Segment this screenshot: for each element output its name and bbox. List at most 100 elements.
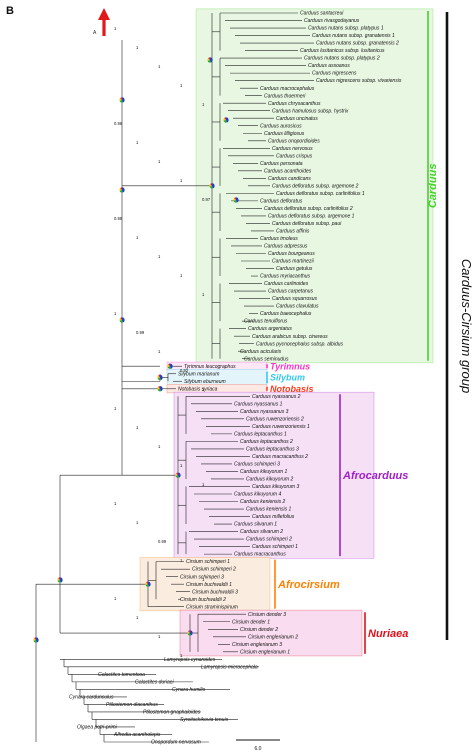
state-pie (119, 187, 125, 193)
support-value: 1 (158, 159, 161, 164)
pie-slice (167, 366, 171, 369)
panel-label: B (6, 5, 14, 17)
support-value: 1 (202, 292, 205, 297)
clade-label-afrocarduus: Afrocarduus (342, 470, 408, 482)
tip-label: Cirsium dender 3 (248, 612, 286, 618)
pie-slice (148, 581, 151, 587)
pie-slice (119, 98, 122, 101)
state-pie (33, 637, 39, 643)
support-values: 1 1 1 1 1 0.98 1 1 1 0.97 0.98 1 1 1 1 1 0.99 1 0.92 1 1 1 1 1 1… (114, 26, 211, 658)
tip-label: Carduus carpetanus (268, 289, 314, 295)
support-value: 0.98 (114, 216, 123, 221)
tip-label: Cirsium schimperi 1 (186, 559, 230, 565)
support-value: 1 (114, 501, 117, 506)
pie-slice (34, 637, 36, 640)
tip-label: Carduus silvarum 1 (234, 522, 277, 528)
pie-slice (158, 386, 160, 389)
tip-label: Carduus martinezii (272, 259, 315, 265)
clade-label-afrocirsium: Afrocirsium (277, 579, 340, 591)
tip-label: Carduus tmoleus (260, 236, 298, 242)
pie-slice (223, 118, 226, 121)
ancestral-state-pies (33, 57, 239, 643)
tip-label: Carduus defloratus subsp. carlinifolius … (264, 206, 353, 212)
pie-slice (120, 97, 122, 100)
tip-label: Cirsium dender 2 (240, 627, 278, 633)
clade-label-carduus: Carduus (427, 164, 439, 209)
pie-slice (145, 582, 148, 585)
clade-label-notobasis: Notobasis (270, 384, 314, 394)
tip-label: Carduus nyassanus 3 (240, 409, 289, 415)
tip-label: Carduus affinis (276, 229, 310, 235)
pie-slice (33, 640, 37, 643)
tip-label: Carduus nigrescens subsp. vivariensis (316, 78, 402, 84)
state-pie (145, 581, 151, 587)
pie-slice (210, 183, 212, 186)
pie-slice (226, 117, 229, 123)
pie-slice (157, 375, 160, 379)
tip-label: Carduus kikuyorum 2 (246, 477, 293, 483)
pie-slice (208, 57, 210, 60)
support-value: 1 (158, 444, 161, 449)
tip-label: Olgaea petri-primi (77, 725, 118, 731)
pie-slice (122, 97, 125, 103)
tip-label: Carduus defloratus subsp. paui (272, 221, 342, 227)
support-value: 1 (202, 482, 205, 487)
support-value: 1 (136, 45, 139, 50)
tip-label: Carduus uncinatus (276, 116, 318, 122)
tip-label: Carduus lilligiosus (264, 131, 305, 137)
tip-label: Silybum marianum (178, 371, 219, 377)
pie-slice (145, 584, 149, 587)
tip-label: Carduus nigrescens (312, 71, 357, 77)
tip-label: Lamyropsis microcephala (201, 664, 258, 670)
pie-slice (178, 472, 181, 478)
tip-label: Carduus leptacanthus 2 (240, 439, 293, 445)
tip-label: Onopordum nervosum (151, 740, 201, 746)
clade-box-nuriaea (179, 609, 363, 657)
state-pie (167, 363, 173, 369)
support-value: 1 (180, 178, 183, 183)
tip-label: Cirsium buchwaldii 3 (192, 589, 238, 595)
group-label: Carduus-Cirsium group (459, 259, 474, 393)
state-pie (223, 117, 229, 123)
tip-label: Cirsium straminispinum (186, 604, 238, 610)
tip-label: Tyrimnus leucographus (184, 364, 236, 370)
pie-slice (157, 386, 160, 390)
tip-label: Carduus nutans subsp. platypus 2 (304, 56, 380, 62)
clade-label-silybum: Silybum (270, 373, 305, 383)
tip-label: Carduus keniensis 2 (240, 499, 286, 505)
pie-slice (119, 100, 123, 103)
tip-label: Carduus defloratus (260, 198, 303, 204)
pie-slice (157, 388, 161, 392)
tip-label: Carduus kikuyorum 3 (252, 484, 299, 490)
pie-slice (36, 637, 39, 643)
pie-slice (176, 472, 178, 476)
pie-slice (170, 363, 173, 369)
tip-label: Cirsium schimperi 2 (192, 567, 236, 573)
tip-label: Carduus myriacanthus (260, 274, 311, 280)
tip-label: Cirsium schimperi 3 (180, 574, 224, 580)
tip-label: Carduus schimperi 1 (252, 544, 298, 550)
tip-label: Carduus hamulosus subsp. hystrix (272, 108, 349, 114)
tip-label: Lamyropsis cynaroides (164, 657, 216, 663)
support-value: 1 (158, 349, 161, 354)
tip-label: Carduus macracanthus (234, 552, 286, 558)
tip-label: Carduus nutans subsp. granatensis 1 (312, 33, 395, 39)
pie-slice (33, 638, 36, 641)
tip-label: Carduus assoanus (308, 63, 350, 69)
tip-label: Galactites tomentosa (98, 672, 145, 678)
tip-label: Carduus ruwenzoriensis 2 (246, 416, 304, 422)
tip-label: Carduus schimperi 3 (234, 462, 280, 468)
pie-slice (224, 117, 226, 120)
tip-label: Carduus arabicus subsp. cinereus (252, 334, 328, 340)
tip-label: Carduus lusitanicus subsp. lusitanicus (300, 48, 385, 54)
tip-label: Cirsium englerianum 1 (240, 649, 290, 655)
state-pie (187, 630, 193, 636)
pie-slice (212, 183, 215, 189)
tip-label: Cynara humilis (172, 687, 206, 693)
tip-label: Carduus silvarum 2 (240, 529, 283, 535)
tip-label: Carduus defloratus subsp. argemone 2 (272, 183, 359, 189)
support-value: 0.99 (136, 330, 145, 335)
